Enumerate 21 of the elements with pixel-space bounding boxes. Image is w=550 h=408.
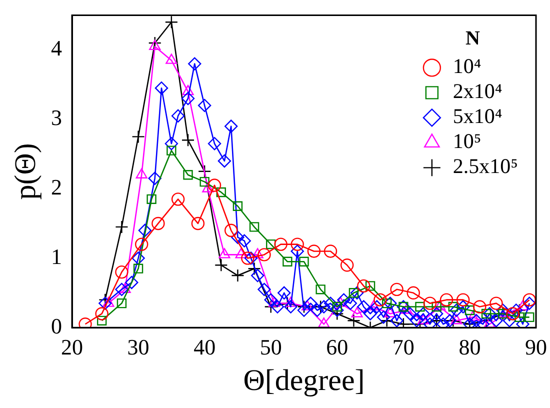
y-tick-label: 3 — [51, 105, 62, 130]
x-tick-label: 30 — [127, 334, 150, 360]
x-tick-label: 90 — [525, 334, 547, 360]
y-tick-label: 2 — [51, 174, 62, 200]
legend-label: 2.5x10⁵ — [452, 154, 518, 178]
y-tick-label: 1 — [51, 244, 62, 269]
legend-label: 5x10⁴ — [452, 104, 502, 128]
y-axis-title: p(Θ) — [8, 143, 42, 200]
x-tick-label: 40 — [194, 334, 216, 360]
x-tick-label: 60 — [326, 334, 348, 360]
x-tick-label: 20 — [61, 334, 83, 360]
x-tick-label: 70 — [392, 334, 414, 360]
legend-label: 2x10⁴ — [452, 79, 502, 104]
y-tick-label: 0 — [51, 313, 62, 338]
legend-label: 10⁴ — [452, 54, 482, 78]
x-tick-label: 80 — [458, 334, 481, 360]
y-tick-label: 4 — [51, 36, 62, 61]
x-tick-label: 50 — [260, 334, 282, 360]
legend-label: 10⁵ — [452, 129, 482, 154]
legend-title: N — [465, 27, 480, 50]
x-axis-title: Θ[degree] — [243, 364, 365, 397]
